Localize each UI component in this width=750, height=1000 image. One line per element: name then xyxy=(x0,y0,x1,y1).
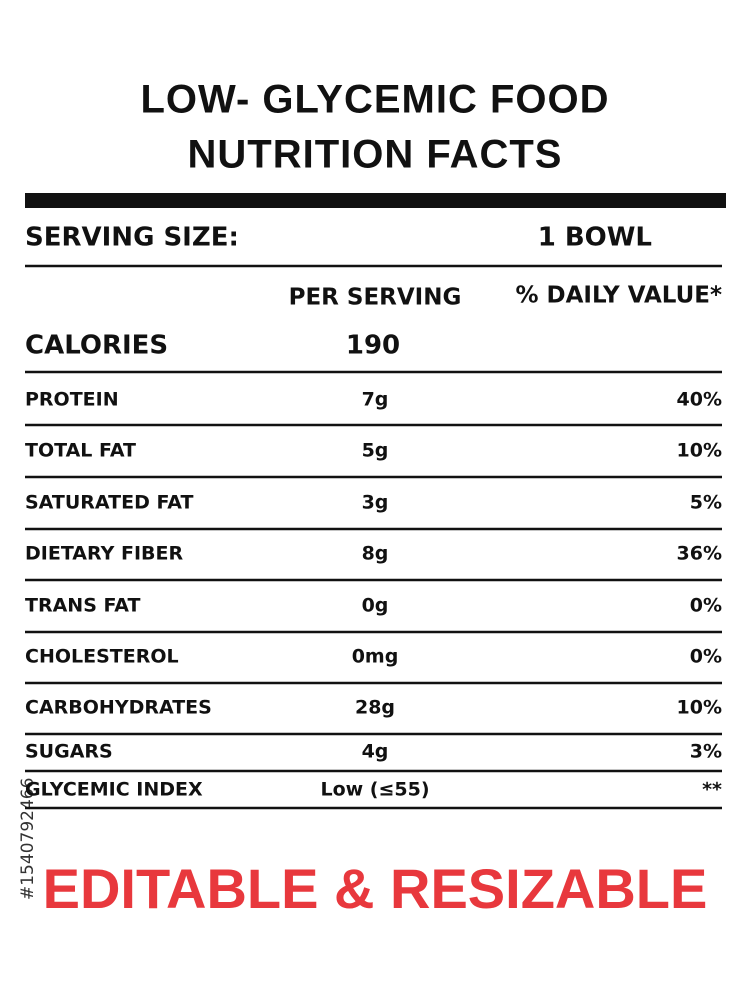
nutrient-daily-value: 5% xyxy=(690,492,722,514)
column-header: PER SERVING xyxy=(289,285,462,311)
serving-value: 1 BOWL xyxy=(538,223,652,253)
nutrient-daily-value: 10% xyxy=(677,697,722,719)
nutrient-name: TOTAL FAT xyxy=(25,440,136,462)
nutrient-amount: 28g xyxy=(355,697,395,719)
nutrient-amount: Low (≤55) xyxy=(320,779,429,801)
calories-value: 190 xyxy=(346,331,400,361)
calories-label: CALORIES xyxy=(25,331,168,361)
nutrient-amount: 0g xyxy=(362,595,389,617)
nutrient-daily-value: 36% xyxy=(677,543,722,565)
nutrient-name: CARBOHYDRATES xyxy=(25,697,212,719)
nutrient-name: TRANS FAT xyxy=(25,595,141,617)
nutrient-amount: 0mg xyxy=(352,646,399,668)
nutrient-daily-value: 40% xyxy=(677,389,722,411)
nutrient-daily-value: 10% xyxy=(677,440,722,462)
nutrient-name: SUGARS xyxy=(25,741,113,763)
nutrient-name: PROTEIN xyxy=(25,389,119,411)
title-line: NUTRITION FACTS xyxy=(188,133,563,177)
nutrient-daily-value: 0% xyxy=(690,595,722,617)
nutrient-amount: 8g xyxy=(362,543,389,565)
nutrient-amount: 3g xyxy=(362,492,389,514)
nutrient-name: CHOLESTEROL xyxy=(25,646,179,668)
title-line: LOW- GLYCEMIC FOOD xyxy=(140,78,609,122)
footer-text: EDITABLE & RESIZABLE xyxy=(43,857,708,920)
nutrient-name: DIETARY FIBER xyxy=(25,543,183,565)
nutrient-amount: 4g xyxy=(362,741,389,763)
nutrient-daily-value: ** xyxy=(702,779,722,801)
serving-label: SERVING SIZE: xyxy=(25,223,239,253)
nutrient-amount: 7g xyxy=(362,389,389,411)
nutrient-name: GLYCEMIC INDEX xyxy=(25,779,203,801)
nutrient-amount: 5g xyxy=(362,440,389,462)
nutrient-daily-value: 0% xyxy=(690,646,722,668)
nutrient-name: SATURATED FAT xyxy=(25,492,194,514)
thick-rule xyxy=(25,193,726,208)
column-header: % DAILY VALUE* xyxy=(515,283,722,309)
nutrient-daily-value: 3% xyxy=(690,741,722,763)
